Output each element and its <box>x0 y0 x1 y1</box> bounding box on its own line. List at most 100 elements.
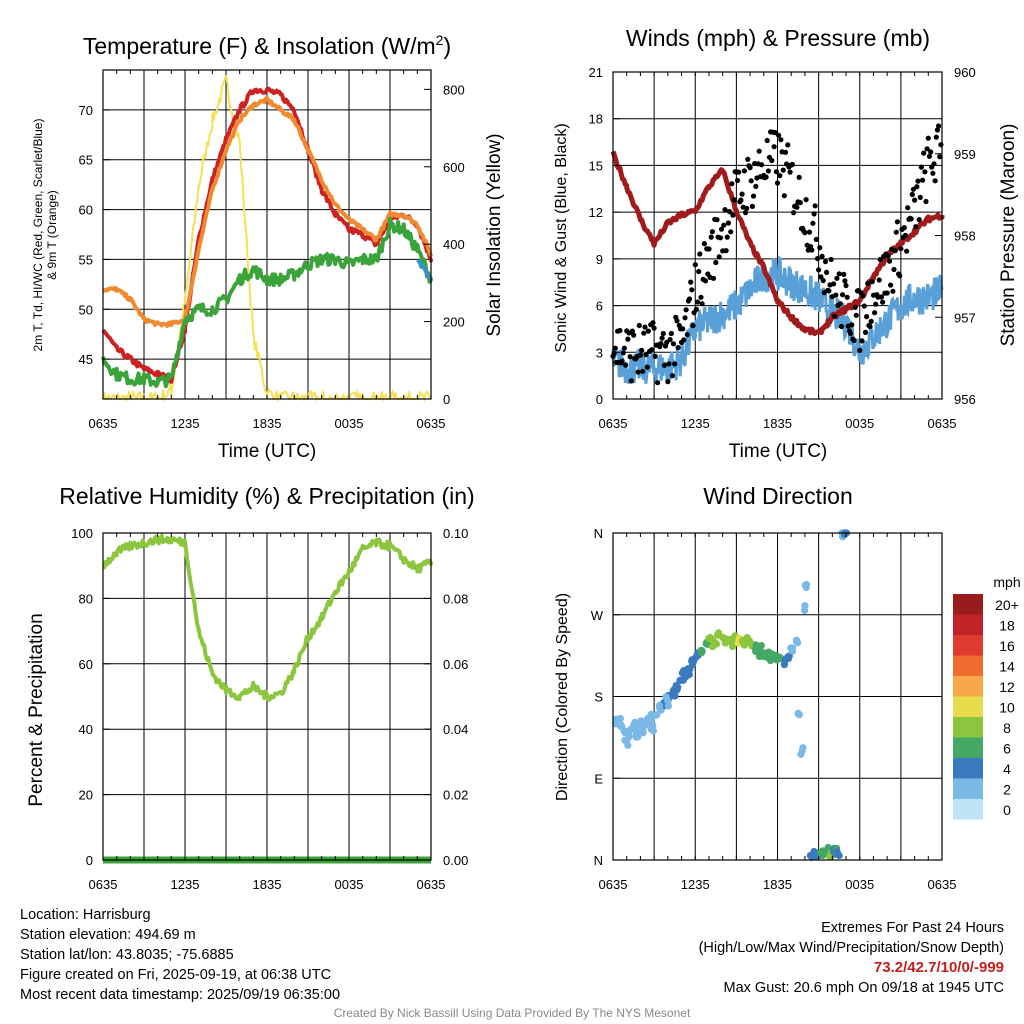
wind-ylabel: Sonic Wind & Gust (Blue, Black) <box>553 123 570 352</box>
gust-point <box>696 268 702 275</box>
speed-legend: 20+ 18 16 14 12 10 8 6 4 2 0 <box>953 594 1019 820</box>
gust-point <box>738 197 744 203</box>
direction-point <box>705 634 713 643</box>
gust-point <box>921 150 927 156</box>
legend-swatch <box>953 614 983 635</box>
temp-y2tick-label: 600 <box>443 160 465 175</box>
gust-point <box>668 330 674 337</box>
legend-label: 8 <box>1003 720 1011 736</box>
rh-ytick-label: 20 <box>79 788 93 803</box>
gust-point <box>674 318 680 324</box>
gust-point <box>898 246 904 252</box>
gust-point <box>930 170 936 176</box>
gust-point <box>849 322 855 328</box>
gust-point <box>880 299 886 305</box>
gust-point <box>621 345 628 351</box>
direction-point <box>680 667 688 675</box>
gust-point <box>659 335 665 341</box>
wind-xtick-label: 0635 <box>599 416 628 431</box>
legend-swatch <box>953 696 983 717</box>
gust-point <box>909 191 915 198</box>
direction-point <box>647 720 655 728</box>
direction-point <box>788 644 797 652</box>
gust-point <box>797 200 803 206</box>
direction-point <box>708 643 717 651</box>
temp-y2tick-label: 0 <box>443 392 450 407</box>
gust-point <box>665 379 671 385</box>
gust-point <box>645 328 652 334</box>
temp-series-line <box>102 95 433 329</box>
legend-label: 16 <box>999 638 1015 654</box>
dir-panel: Wind Direction 0635 1235 1835 0035 0635 N E S W N… <box>554 483 1021 892</box>
gust-point <box>828 256 834 263</box>
gust-point <box>877 256 883 263</box>
gust-point <box>785 142 791 148</box>
gust-point <box>748 178 754 184</box>
gust-point <box>750 193 757 199</box>
dir-ytick-label: S <box>594 690 603 705</box>
gust-point <box>675 345 681 351</box>
legend-label: 6 <box>1003 741 1011 757</box>
direction-point <box>794 710 802 718</box>
wind-ytick-label: 15 <box>589 158 603 173</box>
direction-point <box>631 726 640 734</box>
direction-point <box>664 702 673 710</box>
gust-point <box>706 246 712 252</box>
gust-point <box>859 338 865 344</box>
gust-point <box>661 362 668 368</box>
gust-point <box>635 369 641 375</box>
rh-y2tick-label: 0.04 <box>443 722 468 737</box>
rh-ytick-label: 40 <box>79 722 93 737</box>
rh-y2tick-label: 0.02 <box>443 788 468 803</box>
gust-point <box>780 167 786 173</box>
wind-ytick-label: 9 <box>596 252 603 267</box>
wind-y2tick-label: 960 <box>954 65 976 80</box>
station-info: Location: Harrisburg Station elevation: … <box>20 905 340 1005</box>
gust-point <box>650 320 656 326</box>
direction-point <box>656 704 664 712</box>
gust-point <box>811 211 817 217</box>
gust-point <box>773 169 780 175</box>
temp-xtick-label: 0635 <box>89 416 118 431</box>
direction-point <box>649 727 658 735</box>
direction-point <box>746 637 754 645</box>
gust-point <box>848 331 854 337</box>
direction-point <box>752 641 760 649</box>
gust-point <box>689 287 695 293</box>
gust-point <box>655 380 661 386</box>
gust-point <box>852 304 858 310</box>
legend-swatch <box>953 799 983 820</box>
temp-xlabel: Time (UTC) <box>218 441 317 462</box>
temp-ytick-label: 60 <box>79 203 93 218</box>
latlon-text: Station lat/lon: 43.8035; -75.6885 <box>20 947 234 963</box>
gust-point <box>710 275 717 281</box>
gust-point <box>776 132 782 138</box>
dir-title: Wind Direction <box>703 483 853 509</box>
gust-point <box>778 137 784 143</box>
gust-point <box>796 174 802 180</box>
legend-swatch <box>953 635 983 656</box>
gust-point <box>878 294 885 300</box>
gust-point <box>717 235 724 241</box>
temp-xtick-label: 1835 <box>253 416 282 431</box>
gust-point <box>853 312 859 318</box>
gust-point <box>688 279 694 285</box>
gust-point <box>764 137 770 144</box>
temp-series-line <box>101 216 433 389</box>
dir-xtick-label: 0635 <box>928 877 957 892</box>
wind-title: Winds (mph) & Pressure (mb) <box>626 25 930 51</box>
gust-point <box>890 288 896 294</box>
gust-point <box>684 332 690 338</box>
gust-point <box>938 142 944 148</box>
gust-point <box>905 205 911 211</box>
gust-point <box>713 259 719 266</box>
gust-point <box>749 203 756 209</box>
gust-point <box>636 322 642 329</box>
gust-point <box>810 220 816 226</box>
gust-point <box>728 229 734 235</box>
legend-label: 18 <box>999 618 1015 634</box>
gust-point <box>893 229 899 235</box>
dir-ytick-label: N <box>594 853 603 868</box>
dir-xtick-label: 1235 <box>681 877 710 892</box>
